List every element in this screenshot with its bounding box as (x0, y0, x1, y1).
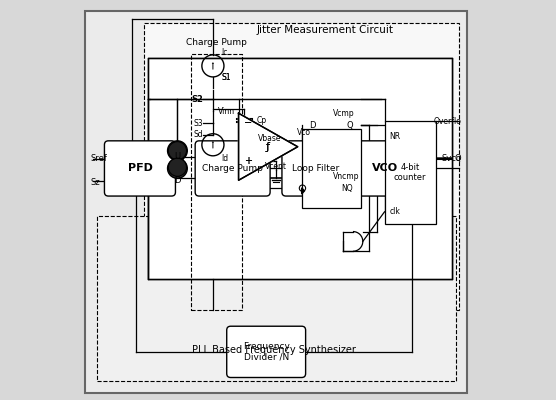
Text: ƒ: ƒ (266, 142, 270, 152)
Text: Vco: Vco (297, 128, 311, 138)
Text: Ic: Ic (221, 48, 227, 56)
Text: Charge Pump: Charge Pump (186, 38, 247, 47)
Bar (97, 216, 455, 382)
Bar (148, 58, 451, 279)
Text: Svco: Svco (441, 154, 461, 163)
Text: Charge Pump: Charge Pump (202, 164, 263, 173)
FancyBboxPatch shape (105, 141, 176, 196)
Text: Overflo: Overflo (434, 117, 461, 126)
Bar (385, 121, 436, 224)
FancyBboxPatch shape (282, 141, 349, 196)
Text: S2: S2 (191, 95, 203, 104)
Text: Loop Filter: Loop Filter (292, 164, 339, 173)
Bar (173, 150, 182, 167)
Text: Cp: Cp (256, 116, 266, 125)
Text: clk: clk (389, 207, 400, 216)
Circle shape (167, 141, 187, 160)
Text: D: D (309, 120, 315, 130)
Text: U: U (175, 152, 181, 161)
Polygon shape (302, 188, 305, 194)
Text: +: + (245, 156, 252, 166)
Bar (148, 58, 451, 279)
Text: ƒ: ƒ (266, 142, 270, 152)
Polygon shape (239, 113, 297, 180)
Text: Sz: Sz (91, 178, 100, 187)
Text: −: − (244, 118, 252, 128)
Text: Id: Id (221, 154, 228, 163)
Text: Vcent: Vcent (265, 162, 287, 171)
Circle shape (168, 142, 186, 160)
Text: Vncmp: Vncmp (333, 172, 360, 181)
Text: PFD: PFD (127, 164, 152, 174)
Text: NR: NR (389, 132, 400, 141)
Text: NQ: NQ (341, 184, 353, 193)
Circle shape (168, 158, 186, 176)
FancyBboxPatch shape (227, 326, 306, 378)
Text: Frequency
Divider /N: Frequency Divider /N (243, 342, 290, 362)
Text: −: − (244, 118, 252, 128)
Bar (191, 54, 242, 310)
Text: Sref: Sref (91, 154, 107, 163)
Text: VCO: VCO (371, 164, 398, 174)
Text: 4-bit
counter: 4-bit counter (394, 163, 426, 182)
Bar (302, 129, 361, 208)
Text: Q: Q (346, 120, 353, 130)
Text: S3: S3 (193, 118, 203, 128)
Polygon shape (239, 113, 297, 180)
Text: Q: Q (455, 154, 461, 163)
Text: Sd: Sd (193, 130, 203, 140)
Text: PLL Based Frequency Synthesizer: PLL Based Frequency Synthesizer (192, 345, 356, 355)
Text: Jitter Measurement Circuit: Jitter Measurement Circuit (257, 25, 394, 35)
Text: S1: S1 (222, 73, 231, 82)
Text: D: D (174, 176, 181, 185)
FancyBboxPatch shape (195, 141, 270, 196)
FancyBboxPatch shape (353, 141, 416, 196)
Text: Vinn: Vinn (218, 107, 235, 116)
Text: S1: S1 (222, 73, 231, 82)
Circle shape (167, 158, 187, 178)
Text: +: + (245, 156, 252, 166)
Text: Vcmp: Vcmp (333, 109, 355, 118)
Text: Vbase: Vbase (257, 134, 281, 143)
Bar (144, 22, 459, 310)
Bar (172, 150, 182, 168)
